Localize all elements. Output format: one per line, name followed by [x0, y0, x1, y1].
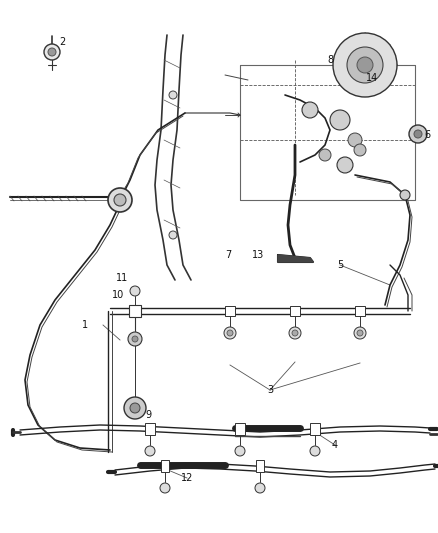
Circle shape	[330, 110, 350, 130]
Circle shape	[292, 330, 298, 336]
Circle shape	[44, 44, 60, 60]
Circle shape	[302, 102, 318, 118]
Circle shape	[357, 57, 373, 73]
Circle shape	[354, 144, 366, 156]
Text: 5: 5	[337, 260, 343, 270]
Bar	[225, 306, 235, 316]
Circle shape	[310, 446, 320, 456]
Circle shape	[354, 327, 366, 339]
Text: 2: 2	[59, 37, 65, 47]
Circle shape	[255, 483, 265, 493]
Circle shape	[48, 48, 56, 56]
Polygon shape	[278, 255, 313, 262]
Text: 4: 4	[332, 440, 338, 450]
Circle shape	[169, 91, 177, 99]
Text: 9: 9	[145, 410, 151, 420]
Text: 10: 10	[112, 290, 124, 300]
Circle shape	[333, 33, 397, 97]
Circle shape	[347, 47, 383, 83]
Bar	[256, 460, 264, 472]
Text: 11: 11	[116, 273, 128, 283]
Bar	[355, 306, 365, 316]
Circle shape	[289, 327, 301, 339]
Circle shape	[114, 194, 126, 206]
Circle shape	[224, 327, 236, 339]
Circle shape	[130, 403, 140, 413]
Circle shape	[169, 231, 177, 239]
Circle shape	[400, 190, 410, 200]
Circle shape	[357, 330, 363, 336]
Text: 14: 14	[366, 73, 378, 83]
Circle shape	[124, 397, 146, 419]
Text: 7: 7	[225, 250, 231, 260]
Circle shape	[227, 330, 233, 336]
Bar	[290, 306, 300, 316]
Circle shape	[132, 336, 138, 342]
Text: 12: 12	[181, 473, 193, 483]
Bar	[145, 423, 155, 435]
Text: 3: 3	[267, 385, 273, 395]
Circle shape	[409, 125, 427, 143]
Text: 13: 13	[252, 250, 264, 260]
Circle shape	[348, 133, 362, 147]
Circle shape	[235, 446, 245, 456]
Circle shape	[108, 188, 132, 212]
Text: 6: 6	[424, 130, 430, 140]
Circle shape	[337, 157, 353, 173]
Bar	[129, 305, 141, 317]
Bar	[235, 423, 245, 435]
Bar	[161, 460, 169, 472]
Bar	[310, 423, 320, 435]
Circle shape	[319, 149, 331, 161]
Circle shape	[130, 286, 140, 296]
Text: 1: 1	[82, 320, 88, 330]
Circle shape	[160, 483, 170, 493]
Circle shape	[414, 130, 422, 138]
Circle shape	[145, 446, 155, 456]
Text: 8: 8	[327, 55, 333, 65]
Circle shape	[128, 332, 142, 346]
